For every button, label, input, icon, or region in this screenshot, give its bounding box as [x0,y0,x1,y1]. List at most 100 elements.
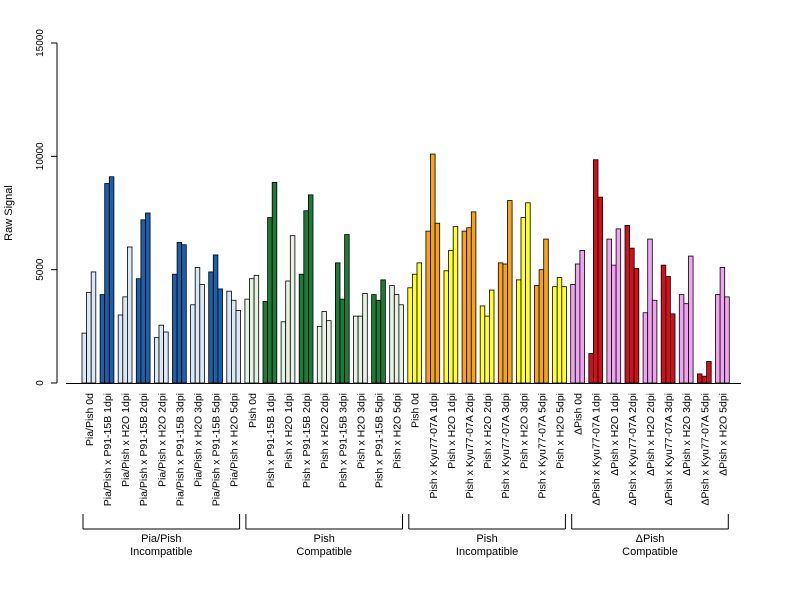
bar [280,321,287,384]
bar [357,315,364,384]
bar [538,269,545,384]
bar [697,373,703,384]
group-label-line2: Compatible [622,546,678,558]
category-label: ΔPish x H2O 1dpi [609,393,621,476]
bar [615,228,622,384]
bar [244,298,250,384]
category-label: Pia/Pish x P91-15B 2dpi [138,393,150,506]
category-label: ΔPish x Kyu77-07A 3dpi [663,393,675,506]
category-label: Pia/Pish x H2O 2dpi [156,393,168,487]
category-label: Pish x P91-15B 2dpi [301,393,313,488]
category-label: Pish x H2O 2dpi [319,393,331,469]
category-labels: Pia/Pish 0d Pia/Pish x P91-15B 1dpi Pia/Pi… [84,393,730,506]
bar [326,320,332,384]
bar [249,278,255,384]
bar [611,264,617,384]
bar [86,291,92,384]
bar [525,202,531,384]
group-label-line1: Pish [313,533,334,545]
bar [108,176,115,384]
bar [353,315,359,384]
category-label: Pish x H2O 3dpi [355,393,367,469]
bar [642,312,649,384]
category-label: Pia/Pish x H2O 5dpi [229,393,241,487]
bar [99,294,106,384]
bar [253,274,260,384]
bar [163,331,169,384]
bar [398,304,404,384]
bar [194,266,201,384]
bar [624,225,630,384]
category-label: Pia/Pish x P91-15B 5dpi [211,393,223,506]
bar [81,332,87,384]
bar [298,273,305,384]
bar [344,234,350,384]
bar [665,276,671,384]
y-tick-label: 15000 [35,29,46,57]
bar [516,279,522,384]
category-label: ΔPish x Kyu77-07A 2dpi [627,393,639,506]
bar [389,285,395,384]
category-label: Pish x Kyu77-07A 1dpi [428,393,440,499]
category-label: Pish 0d [247,393,259,428]
bar [262,300,268,384]
bar [651,299,658,384]
bar [339,298,345,384]
bar [285,280,291,384]
bar [153,337,160,384]
group-label-line1: Pish [476,533,497,545]
category-label: Pia/Pish x P91-15B 3dpi [174,393,186,506]
category-label: Pish x P91-15B 3dpi [337,393,349,488]
category-label: Pish x H2O 5dpi [392,393,404,469]
y-axis: 0 5000 10000 15000 [35,29,58,386]
bar [561,286,567,384]
bar [181,244,187,384]
bar [425,230,431,384]
category-label: Pish x H2O 3dpi [518,393,530,469]
bar [267,217,273,384]
bar [411,273,418,384]
bar [570,283,576,384]
bar [629,247,635,384]
bar [678,294,685,384]
bar [448,249,454,384]
bar [321,311,327,384]
bar [597,196,603,384]
bar [461,230,468,384]
bar [633,268,640,384]
bar [135,278,142,384]
bar [158,324,164,384]
bar [430,153,436,384]
category-label: ΔPish x H2O 2dpi [645,393,657,476]
group-label-line2: Incompatible [130,546,192,558]
bar [579,249,585,384]
bar [226,290,232,384]
category-label: Pish x Kyu77-07A 3dpi [500,393,512,499]
bar [520,217,526,384]
category-label: Pish x Kyu77-07A 5dpi [536,393,548,499]
category-label: Pia/Pish x H2O 1dpi [120,393,132,487]
bar [176,242,183,384]
bar [534,285,540,384]
bar [416,262,422,384]
bar [407,287,413,384]
bar [217,288,223,384]
y-axis-label: Raw Signal [3,185,15,241]
bar [724,296,730,384]
bar [701,375,707,384]
bar [466,227,472,384]
bar [145,212,151,384]
bar [127,246,133,384]
bar [289,235,296,384]
group-label-line2: Incompatible [456,546,518,558]
category-label: Pish x H2O 1dpi [283,393,295,469]
y-tick-label: 5000 [35,258,46,281]
bar [507,200,513,384]
bar [502,263,508,384]
bar [670,313,676,384]
bar [606,238,612,384]
bar [434,222,441,384]
category-label: Pish 0d [410,393,422,428]
bar [497,262,504,384]
bar [199,283,205,384]
